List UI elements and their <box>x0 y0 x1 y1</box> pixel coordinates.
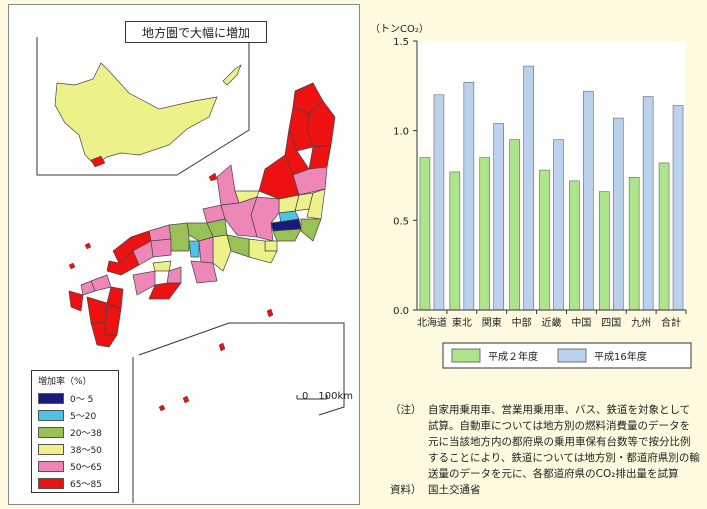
legend-label: 5～20 <box>70 412 97 422</box>
region-aichi <box>226 234 250 258</box>
bar-h2 <box>419 157 431 311</box>
x-tick-label: 中国 <box>571 316 591 329</box>
source-head: 資料） <box>390 484 422 496</box>
y-tick-label: 0.0 <box>393 306 409 317</box>
bar-h16 <box>493 123 505 311</box>
legend-swatch <box>38 393 64 404</box>
legend-item: 65～85 <box>38 475 112 492</box>
bar-h16 <box>612 117 624 311</box>
region-kanagawa <box>272 228 302 242</box>
legend-item: 38～50 <box>38 441 112 458</box>
scale-label: 0 100km <box>302 391 353 402</box>
legend-swatch <box>38 444 64 455</box>
region-tottori <box>148 224 172 242</box>
legend-item: 20～38 <box>38 424 112 441</box>
note-body: 自家用乗用車、営業用乗用車、バス、鉄道を対象として試算。自動車については地方別の… <box>428 404 700 480</box>
region-miyazaki <box>104 302 122 336</box>
map-panel: 地方圏で大幅に増加 増加率（%） 0～ 5 5～20 20～38 38～50 50～65… <box>8 4 360 505</box>
x-tick-label: 東北 <box>452 316 472 329</box>
japan-map <box>36 37 345 503</box>
region-osaka <box>188 240 200 258</box>
region-okayama <box>150 238 172 258</box>
legend-label: 38～50 <box>70 446 102 456</box>
map-title: 地方圏で大幅に増加 <box>125 21 267 43</box>
region-yamaguchi <box>106 250 140 276</box>
x-tick-label: 関東 <box>482 316 502 329</box>
region-chiba <box>300 218 322 242</box>
y-axis-label: （トンCO₂） <box>370 23 429 35</box>
legend-label: 0～ 5 <box>70 395 94 405</box>
region-nagasaki <box>68 290 84 312</box>
legend-swatch <box>38 410 64 421</box>
x-tick-label: 近畿 <box>542 316 562 329</box>
region-hyogo <box>168 222 190 252</box>
region-kumamoto <box>86 296 108 324</box>
bar-h2 <box>449 171 461 311</box>
region-ibaraki <box>306 188 326 220</box>
x-tick-label: 九州 <box>631 317 651 329</box>
legend-label: 65～85 <box>70 480 102 490</box>
x-tick-label: 合計 <box>661 316 681 329</box>
x-tick-label: 中部 <box>512 316 532 329</box>
region-kochi <box>148 282 182 300</box>
note: （注） 自家用乗用車、営業用乗用車、バス、鉄道を対象として試算。自動車については… <box>390 402 700 498</box>
bar-h16 <box>583 90 594 311</box>
chart-legend-label: 平成２年度 <box>488 350 538 363</box>
region-hokkaido <box>54 62 218 166</box>
legend-label: 20～38 <box>70 429 102 439</box>
plot-area <box>417 41 686 310</box>
region-nara <box>198 236 214 264</box>
legend-label: 50～65 <box>70 463 102 473</box>
region-gifu <box>220 196 258 238</box>
legend-swatch <box>38 461 64 472</box>
chart-legend-label: 平成16年度 <box>594 350 647 363</box>
y-tick-label: 1.0 <box>393 127 409 138</box>
legend-swatch <box>38 478 64 489</box>
y-tick-label: 0.5 <box>393 216 409 227</box>
source-body: 国土交通省 <box>428 484 481 496</box>
bar-h16 <box>672 105 684 311</box>
legend-item: 5～20 <box>38 407 112 424</box>
legend-title: 増加率（%） <box>38 377 92 387</box>
bar-h2 <box>658 162 670 311</box>
map-legend: 増加率（%） 0～ 5 5～20 20～38 38～50 50～65 65～85 <box>31 370 119 493</box>
bar-h2 <box>539 169 550 311</box>
chart-legend-swatch <box>451 348 481 363</box>
region-kagawa <box>152 260 172 272</box>
chart-legend-swatch <box>557 348 587 363</box>
region-yamanashi <box>264 240 278 252</box>
bar-h2 <box>628 176 640 311</box>
region-ehime <box>132 270 156 296</box>
x-tick-label: 北海道 <box>417 316 447 329</box>
bar-h16 <box>553 139 564 311</box>
region-mie <box>212 234 232 272</box>
bar-h2 <box>509 139 520 311</box>
y-tick-label: 1.5 <box>393 37 409 48</box>
legend-swatch <box>38 427 64 438</box>
region-saga <box>80 280 96 296</box>
x-tick-label: 四国 <box>601 317 621 329</box>
note-head: （注） <box>390 404 422 416</box>
region-wakayama <box>190 260 218 284</box>
legend-item: 50～65 <box>38 458 112 475</box>
bar-h16 <box>523 65 534 311</box>
bar-h16 <box>433 94 445 311</box>
bar-h16 <box>642 96 654 311</box>
bar-h2 <box>598 191 610 311</box>
region-miyagi <box>308 144 332 170</box>
region-ishikawa <box>216 164 240 206</box>
bar-chart: （トンCO₂） 0.0 0.5 1.0 1.5 北海道 東北 関東 中部 近畿 中国 四国 九州 合計平成… <box>370 23 692 369</box>
bar-h2 <box>569 180 580 311</box>
bar-h16 <box>463 81 475 311</box>
bar-h2 <box>479 157 491 311</box>
legend-item: 0～ 5 <box>38 390 112 407</box>
region-kagoshima <box>90 322 118 348</box>
